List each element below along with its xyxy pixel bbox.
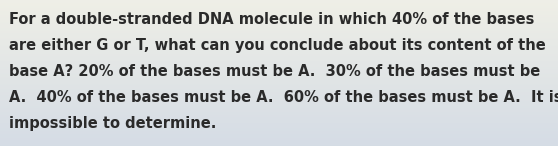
Text: base A? 20% of the bases must be A.  30% of the bases must be: base A? 20% of the bases must be A. 30% … — [9, 64, 540, 79]
Text: For a double-stranded DNA molecule in which 40% of the bases: For a double-stranded DNA molecule in wh… — [9, 12, 535, 27]
Text: are either G or T, what can you conclude about its content of the: are either G or T, what can you conclude… — [9, 38, 546, 53]
Text: A.  40% of the bases must be A.  60% of the bases must be A.  It is: A. 40% of the bases must be A. 60% of th… — [9, 90, 558, 105]
Text: impossible to determine.: impossible to determine. — [9, 116, 217, 131]
